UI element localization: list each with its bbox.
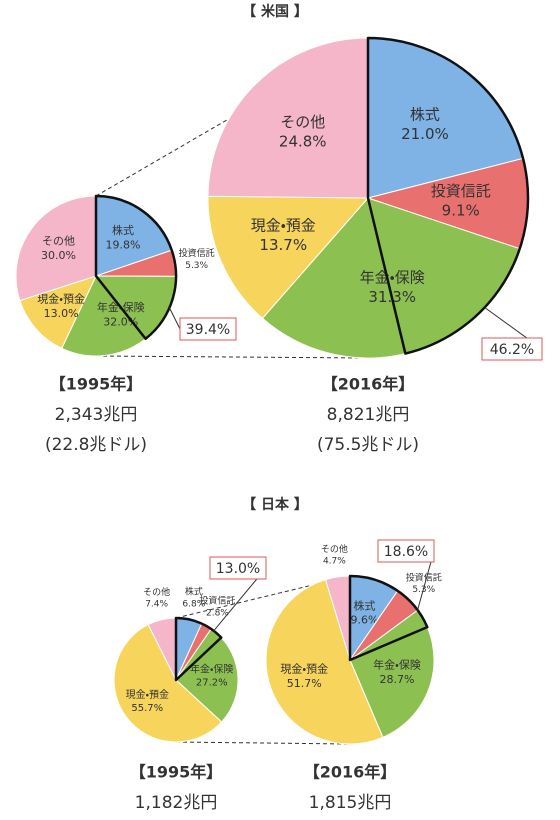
slice-value: 51.7% [287,677,322,690]
slice-label: 投資信託 [406,572,442,584]
slice-value: 5.3% [412,585,435,595]
pie-slice [19,275,97,349]
slice-label: その他 [143,586,170,598]
total-sub-label: (22.8兆ドル) [45,435,147,455]
highlight-box [377,539,435,563]
highlight-box [209,556,267,580]
total-label: 1,815兆円 [309,793,392,813]
slice-label: 投資信託 [199,595,235,607]
slice-value: 2.8% [206,608,229,618]
slice-label: その他 [42,235,75,248]
highlight-outline [94,194,178,341]
highlight-label: 18.6% [384,544,428,560]
pie-slice [207,195,370,319]
section-title: 【 米国 】 [242,3,308,20]
slice-label: 投資信託 [431,182,491,200]
slice-value: 9.1% [442,202,480,220]
slice-label: その他 [321,543,348,555]
highlight-label: 39.4% [186,322,230,338]
total-sub-label: (75.5兆ドル) [317,435,419,455]
highlight-label: 13.0% [216,561,260,577]
slice-value: 13.0% [44,307,79,320]
highlight-box [481,337,543,361]
slice-value: 21.0% [401,125,449,143]
slice-label: 株式 [185,586,203,598]
pie-slice [265,579,384,745]
pie-slice [113,623,223,743]
highlight-leader [168,307,181,330]
year-label: 【1995年】 [50,375,143,394]
highlight-outline [348,574,429,662]
slice-value: 27.2% [196,677,228,688]
slice-value: 6.8% [182,599,205,609]
slice-label: 現金・預金 [37,292,85,305]
slice-value: 7.4% [145,600,168,610]
slice-value: 24.8% [279,132,327,150]
total-label: 1,182兆円 [135,793,218,813]
year-label: 【1995年】 [130,763,223,782]
slice-label: その他 [280,113,325,131]
slice-label: 株式 [353,598,375,612]
slice-value: 4.7% [323,557,346,567]
slice-value: 5.3% [185,261,208,271]
connector [175,741,351,745]
slice-value: 28.7% [380,673,415,686]
slice-value: 19.8% [106,238,141,251]
highlight-outline [366,36,530,355]
slice-value: 13.7% [259,236,307,254]
slice-value: 30.0% [41,249,76,262]
slice-label: 年金・保険 [360,268,425,286]
pie-slice [207,37,369,199]
slice-label: 年金・保険 [190,662,233,675]
slice-label: 現金・預金 [251,217,316,235]
slice-label: 投資信託 [179,247,215,259]
slice-label: 株式 [112,223,134,237]
slice-value: 55.7% [131,703,163,714]
year-label: 【2016年】 [322,375,415,394]
total-label: 2,343兆円 [55,405,138,425]
slice-value: 9.6% [350,614,378,627]
slice-label: 現金・預金 [280,662,328,675]
pie-slice [15,195,97,302]
section-title: 【 日本 】 [242,496,308,513]
slice-label: 年金・保険 [373,658,421,672]
highlight-box [179,317,237,341]
slice-label: 株式 [410,105,440,123]
highlight-label: 46.2% [490,342,534,358]
highlight-outline [174,616,223,682]
total-label: 8,821兆円 [327,405,410,425]
slice-label: 現金・預金 [126,688,169,701]
connector [95,355,369,359]
year-label: 【2016年】 [304,763,397,782]
